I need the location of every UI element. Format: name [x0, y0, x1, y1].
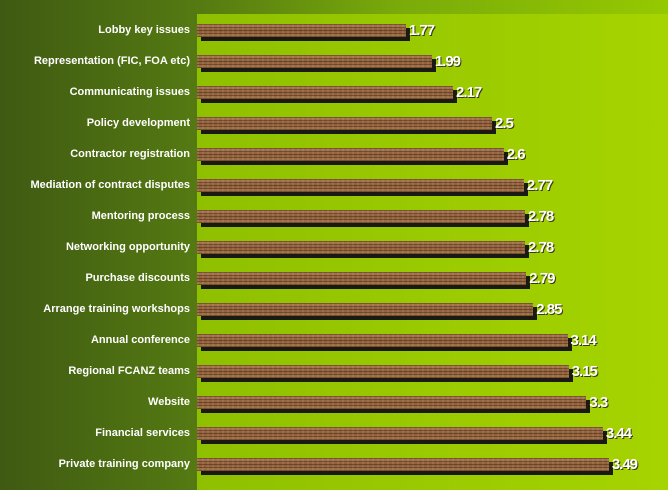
value-label: 2.78 — [528, 239, 554, 256]
category-label: Representation (FIC, FOA etc) — [33, 55, 190, 67]
bar — [197, 271, 527, 285]
value-label: 1.77 — [408, 22, 435, 39]
bar — [197, 116, 492, 130]
category-label: Lobby key issues — [98, 24, 190, 36]
category-label: Annual conference — [90, 334, 190, 346]
value-label: 3.14 — [570, 332, 597, 349]
value-label: 2.77 — [526, 177, 553, 194]
category-label: Website — [148, 396, 190, 408]
category-label: Mediation of contract disputes — [30, 179, 190, 191]
bar — [197, 426, 603, 440]
value-label: 3.3 — [589, 394, 608, 411]
value-label: 2.6 — [506, 146, 526, 163]
value-label: 2.78 — [528, 208, 554, 225]
value-label: 3.15 — [571, 363, 598, 380]
category-label: Arrange training workshops — [43, 303, 190, 315]
bar — [197, 178, 524, 192]
bar — [197, 54, 432, 68]
category-label: Contractor registration — [70, 148, 190, 160]
value-label: 3.49 — [611, 456, 638, 473]
category-label: Policy development — [86, 117, 190, 129]
category-label: Purchase discounts — [85, 272, 190, 284]
bar — [197, 85, 454, 99]
value-label: 3.44 — [605, 425, 632, 442]
bar — [197, 23, 406, 37]
category-label: Mentoring process — [91, 210, 190, 222]
bar — [197, 302, 534, 316]
bar — [197, 240, 526, 254]
category-label: Networking opportunity — [65, 241, 190, 253]
category-label: Communicating issues — [69, 86, 190, 98]
bar — [197, 209, 526, 223]
value-label: 1.99 — [434, 53, 461, 70]
category-label: Financial services — [95, 427, 190, 439]
bar — [197, 147, 504, 161]
bar — [197, 395, 587, 409]
value-label: 2.85 — [536, 301, 562, 318]
bar — [197, 457, 609, 471]
value-label: 2.5 — [495, 115, 514, 132]
value-label: 2.79 — [529, 270, 555, 287]
category-label: Regional FCANZ teams — [68, 365, 190, 377]
value-label: 2.17 — [456, 84, 482, 101]
category-label: Private training company — [58, 458, 190, 470]
bar — [197, 364, 569, 378]
bar — [197, 333, 568, 347]
